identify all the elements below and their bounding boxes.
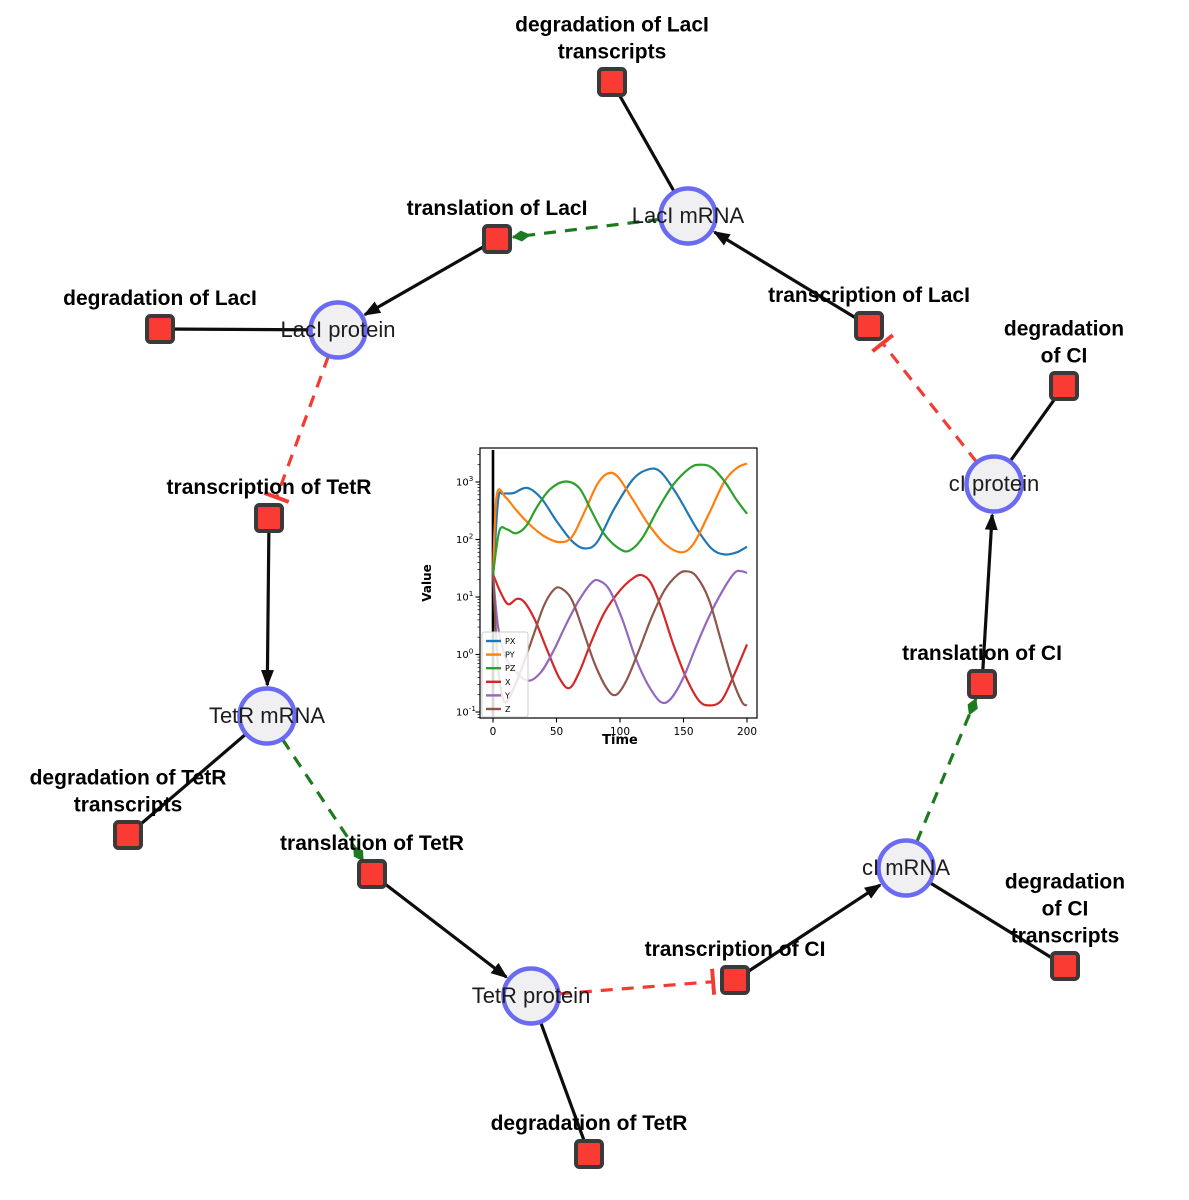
edge-ci-protein-to-txn-laci	[871, 333, 978, 464]
edge-transl-ci-to-ci-protein	[980, 512, 998, 685]
reaction-node-txn-tetr[interactable]	[254, 503, 284, 533]
reaction-label-deg-ci-tx: degradation of CI transcripts	[1004, 870, 1126, 948]
reaction-node-txn-ci[interactable]	[720, 965, 750, 995]
edge-transl-tetr-to-tetr-protein	[371, 872, 508, 979]
x-tick-label: 150	[673, 726, 693, 738]
x-tick-label: 100	[610, 726, 630, 738]
edge-txn-laci-to-laci-mrna	[712, 230, 870, 328]
species-label-tetr-protein: TetR protein	[471, 983, 591, 1008]
reaction-node-deg-laci-tx[interactable]	[597, 67, 627, 97]
reaction-label-transl-tetr: translation of TetR	[280, 832, 464, 856]
edge-laci-protein-to-txn-tetr	[263, 355, 330, 504]
reaction-node-deg-ci[interactable]	[1049, 371, 1079, 401]
legend-label-PY: PY	[505, 651, 515, 660]
reaction-node-deg-ci-tx[interactable]	[1050, 951, 1080, 981]
series-X-line	[491, 573, 749, 707]
edge-laci-mrna-to-transl-laci	[511, 217, 661, 242]
nodes-layer	[113, 67, 1080, 1169]
chart-axes-frame	[479, 447, 758, 719]
reaction-label-deg-tetr: degradation of TetR	[490, 1112, 688, 1136]
chart-ylabel: Value	[420, 564, 434, 602]
chart-xlabel: Time	[602, 733, 638, 748]
reaction-node-deg-tetr-tx[interactable]	[113, 820, 143, 850]
species-node-ci-protein[interactable]	[964, 454, 1024, 514]
reaction-label-deg-laci-tx: degradation of LacI transcripts	[515, 13, 709, 64]
edge-txn-tetr-to-tetr-mrna	[260, 517, 274, 688]
x-tick-label: 200	[737, 726, 757, 738]
species-node-laci-protein[interactable]	[308, 300, 368, 360]
reaction-label-deg-laci: degradation of LacI	[63, 287, 257, 311]
species-label-laci-mrna: LacI mRNA	[631, 203, 745, 228]
reaction-node-transl-laci[interactable]	[482, 224, 512, 254]
legend-label-Z: Z	[505, 705, 511, 714]
reaction-label-transl-ci: translation of CI	[902, 642, 1062, 666]
x-tick-label: 0	[490, 726, 497, 738]
species-node-ci-mrna[interactable]	[876, 838, 936, 898]
y-tick-label: 103	[456, 474, 473, 489]
reaction-label-transl-laci: translation of LacI	[406, 197, 588, 221]
legend-label-PZ: PZ	[505, 664, 516, 673]
series-PZ-line	[491, 463, 748, 575]
edge-txn-ci-to-ci-mrna	[734, 883, 882, 982]
edge-tetr-protein-to-txn-ci	[558, 968, 717, 996]
species-label-ci-mrna: cI mRNA	[862, 855, 950, 880]
reaction-node-deg-laci[interactable]	[145, 314, 175, 344]
reaction-label-deg-tetr-tx: degradation of TetR transcripts	[29, 766, 227, 817]
species-node-tetr-protein[interactable]	[501, 966, 561, 1026]
legend-label-PX: PX	[505, 637, 516, 646]
species-label-tetr-mrna: TetR mRNA	[208, 703, 326, 728]
series-PX-line	[491, 467, 748, 580]
species-node-laci-mrna[interactable]	[658, 186, 718, 246]
reaction-label-txn-laci: transcription of LacI	[768, 284, 970, 308]
legend-label-Y: Y	[504, 691, 510, 700]
reaction-node-deg-tetr[interactable]	[574, 1139, 604, 1169]
edge-tetr-mrna-to-deg-tetr-tx	[126, 714, 269, 837]
series-PY-line	[491, 462, 748, 575]
edge-ci-mrna-to-transl-ci	[915, 697, 978, 843]
chart-plot-area: 0 50 100 150 200 10-1 100 101 102 103 PX PY PZ XYZ	[456, 447, 758, 738]
reaction-node-transl-ci[interactable]	[967, 669, 997, 699]
legend-label-X: X	[505, 678, 511, 687]
species-label-laci-protein: LacI protein	[280, 317, 396, 342]
edge-transl-laci-to-laci-protein	[363, 237, 498, 316]
reaction-label-txn-tetr: transcription of TetR	[166, 476, 372, 500]
y-tick-label: 102	[456, 532, 473, 547]
edge-tetr-mrna-to-transl-tetr	[281, 738, 365, 862]
y-tick-label: 101	[456, 589, 473, 604]
reaction-node-transl-tetr[interactable]	[357, 859, 387, 889]
x-tick-label: 50	[550, 726, 563, 738]
chart-legend: PX PY PZ XYZ	[481, 631, 529, 718]
reaction-label-txn-ci: transcription of CI	[644, 938, 826, 962]
edge-ci-mrna-to-deg-ci-tx	[905, 866, 1066, 968]
y-tick-label: 100	[456, 647, 474, 662]
species-node-tetr-mrna[interactable]	[237, 686, 297, 746]
reaction-label-deg-ci: degradation of CI	[1003, 317, 1125, 368]
edges-layer	[126, 81, 1066, 1155]
inset-chart: 0 50 100 150 200 10-1 100 101 102 103 PX PY PZ X Y Z Ti…	[420, 438, 773, 760]
species-label-ci-protein: cI protein	[948, 471, 1040, 496]
y-tick-label: 10-1	[456, 704, 476, 719]
reaction-node-txn-laci[interactable]	[854, 311, 884, 341]
